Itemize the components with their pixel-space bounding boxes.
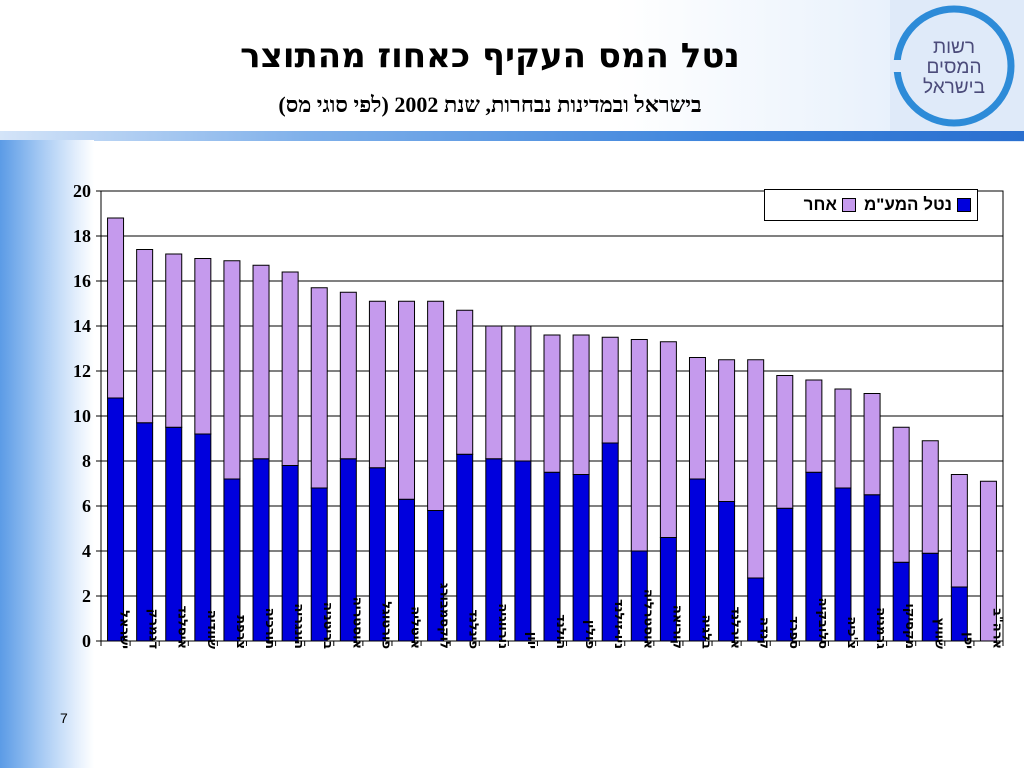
- x-category-label: איסלנד: [175, 605, 190, 649]
- x-category-label: בלגיה: [698, 615, 713, 649]
- x-category-label: סלובקיה: [815, 598, 830, 650]
- y-tick-label: 18: [73, 226, 91, 246]
- x-category-label: אוסטריה: [349, 597, 364, 649]
- x-category-label: בריטניה: [320, 602, 335, 649]
- x-category-label: פורטוגל: [378, 601, 393, 649]
- bar-other: [310, 287, 328, 489]
- x-category-label: פינלנד: [466, 609, 481, 649]
- x-category-label: ארה"ב: [989, 608, 1004, 649]
- bar-other: [398, 300, 416, 500]
- bar-other: [543, 334, 561, 473]
- x-category-label: מקסיקו: [902, 603, 917, 649]
- x-category-label: דנמרק: [146, 609, 161, 650]
- y-tick-label: 2: [82, 586, 91, 606]
- bar-other: [107, 217, 125, 399]
- legend-label-other: אחר: [803, 195, 837, 214]
- x-category-label: נורווגיה: [495, 603, 510, 649]
- bar-other: [165, 253, 183, 428]
- legend-item-other: אחר: [804, 195, 856, 215]
- bar-other: [659, 341, 677, 538]
- x-category-label: תורכיה: [262, 608, 277, 649]
- bar-other: [281, 271, 299, 466]
- bar-other: [718, 359, 736, 502]
- x-category-label: אירלנד: [728, 606, 743, 649]
- bar-other: [485, 325, 503, 460]
- x-category-label: יוון: [524, 632, 539, 649]
- slide-title: נטל המס העקיף כאחוז מהתוצר: [240, 36, 740, 76]
- y-tick-label: 4: [82, 541, 91, 561]
- page-number: 7: [60, 710, 68, 726]
- bar-other: [252, 264, 270, 460]
- legend-label-vat: נטל המע"מ: [863, 195, 952, 214]
- x-category-label: הולנד: [553, 614, 568, 649]
- bar-other: [776, 375, 794, 509]
- logo-ring-icon: [890, 5, 1015, 127]
- bar-vat: [107, 397, 125, 642]
- x-category-label: אוסטרליה: [640, 589, 655, 649]
- x-category-label: צרפת: [233, 615, 248, 649]
- x-category-label: שוויץ: [931, 618, 946, 649]
- x-category-label: ספרד: [786, 616, 801, 649]
- bar-other: [427, 300, 445, 511]
- y-tick-label: 20: [73, 181, 91, 201]
- logo-line-1: רשות: [932, 37, 976, 58]
- bar-vat: [514, 460, 532, 642]
- bar-other: [601, 336, 619, 444]
- bar-other: [747, 359, 765, 579]
- y-tick-label: 10: [73, 406, 91, 426]
- x-category-label: ניו-זילנד: [611, 599, 626, 649]
- bar-other: [834, 388, 852, 489]
- slide-subtitle: בישראל ובמדינות נבחרות, שנת 2002 (לפי סו…: [278, 92, 702, 117]
- side-gradient: [0, 140, 94, 768]
- bar-other: [194, 258, 212, 435]
- x-category-label: לוקסמבורג: [437, 583, 452, 649]
- bar-other: [950, 474, 968, 588]
- x-category-label: איטליה: [408, 606, 423, 649]
- x-category-label: קוריאה: [669, 605, 684, 649]
- logo-line-3: בישראל: [923, 77, 985, 98]
- bar-other: [863, 393, 881, 496]
- header-divider: [0, 131, 1024, 141]
- bar-other: [456, 309, 474, 455]
- legend-item-vat: נטל המע"מ: [864, 195, 971, 215]
- bar-other: [979, 480, 997, 642]
- bar-other: [514, 325, 532, 462]
- y-tick-label: 16: [73, 271, 91, 291]
- bar-other: [892, 426, 910, 563]
- bar-other: [136, 249, 154, 424]
- bar-other: [805, 379, 823, 473]
- y-tick-label: 6: [82, 496, 91, 516]
- legend-swatch-other: [841, 198, 856, 212]
- x-category-label: ישראל: [117, 610, 132, 649]
- x-category-label: הונגריה: [291, 603, 306, 649]
- y-tick-label: 8: [82, 451, 91, 471]
- bar-other: [368, 300, 386, 469]
- y-tick-label: 14: [73, 316, 91, 336]
- logo-line-2: המסים: [926, 57, 982, 78]
- bar-other: [688, 357, 706, 480]
- x-category-label: שוודיה: [204, 610, 219, 649]
- bar-other: [572, 334, 590, 475]
- x-category-label: פולין: [582, 620, 597, 649]
- x-category-label: צ'כיה: [844, 616, 859, 649]
- bar-vat: [572, 474, 590, 642]
- legend-swatch-vat: [957, 198, 971, 212]
- bar-other: [223, 260, 241, 480]
- x-category-label: קנדה: [757, 617, 772, 649]
- bar-other: [630, 339, 648, 552]
- legend: נטל המע"מ אחר: [764, 189, 978, 221]
- y-tick-label: 0: [82, 631, 91, 651]
- y-tick-label: 12: [73, 361, 91, 381]
- bar-other: [921, 440, 939, 554]
- x-category-label: יפן: [960, 632, 975, 649]
- bar-other: [339, 291, 357, 460]
- header-band: [0, 0, 1024, 142]
- x-category-label: גרמניה: [873, 607, 888, 649]
